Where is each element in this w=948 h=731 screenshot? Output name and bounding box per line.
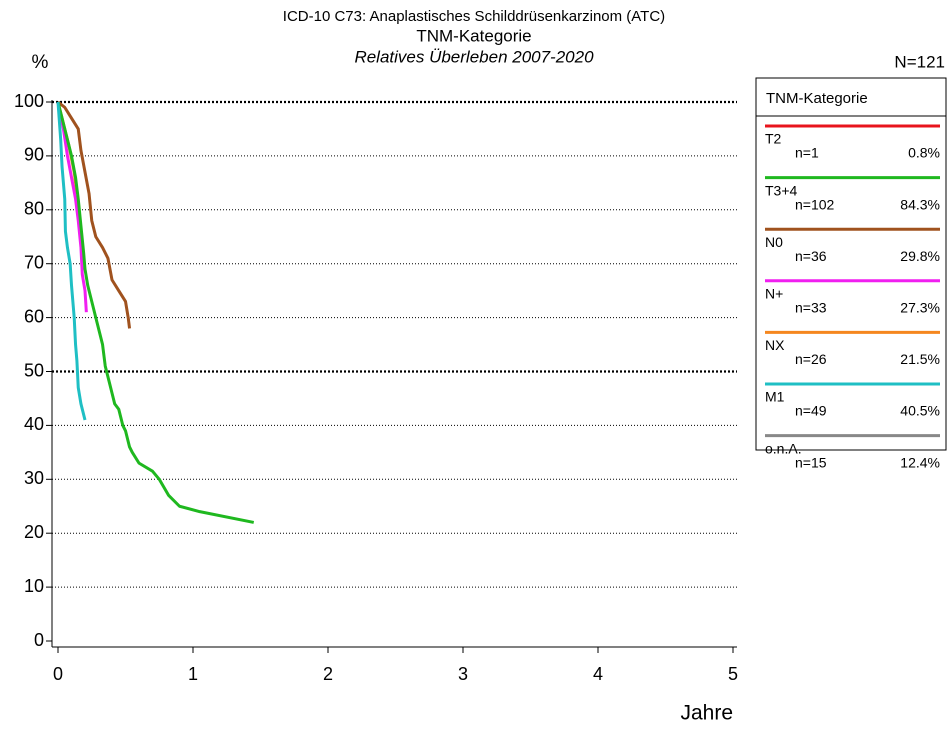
- legend-share: 29.8%: [900, 248, 940, 264]
- legend-share: 27.3%: [900, 300, 940, 316]
- x-axis-label: Jahre: [680, 702, 733, 725]
- legend-label: NX: [765, 337, 785, 353]
- legend-label: N0: [765, 234, 783, 250]
- x-tick-label: 2: [323, 664, 333, 684]
- legend-count: n=15: [795, 454, 827, 470]
- legend-share: 84.3%: [900, 196, 940, 212]
- x-tick-label: 4: [593, 664, 603, 684]
- y-tick-label: 60: [24, 306, 44, 326]
- y-tick-label: 50: [24, 360, 44, 380]
- y-tick-label: 100: [14, 91, 44, 111]
- legend-box: [755, 77, 947, 451]
- y-tick-label: 10: [24, 576, 44, 596]
- y-tick-label: 90: [24, 145, 44, 165]
- legend-count: n=1: [795, 145, 819, 161]
- legend-share: 12.4%: [900, 454, 940, 470]
- legend-share: 40.5%: [900, 403, 940, 419]
- legend-share: 0.8%: [908, 145, 940, 161]
- legend-title: TNM-Kategorie: [766, 90, 868, 107]
- y-tick-label: 30: [24, 468, 44, 488]
- legend-label: T2: [765, 131, 782, 147]
- survival-curve: [56, 101, 255, 524]
- y-tick-label: 70: [24, 252, 44, 272]
- survival-curve: [57, 100, 132, 329]
- x-tick-label: 3: [458, 664, 468, 684]
- chart-title: ICD-10 C73: Anaplastisches Schilddrüsenk…: [283, 8, 665, 25]
- x-tick-label: 5: [728, 664, 738, 684]
- y-tick-label: 0: [34, 630, 44, 650]
- y-tick-label: 20: [24, 522, 44, 542]
- legend-label: N+: [765, 286, 783, 302]
- legend-count: n=102: [795, 196, 835, 212]
- legend-share: 21.5%: [900, 351, 940, 367]
- chart-subtitle: Relatives Überleben 2007-2020: [354, 47, 594, 66]
- y-tick-label: 80: [24, 199, 44, 219]
- legend-count: n=36: [795, 248, 827, 264]
- legend-label: T3+4: [765, 182, 798, 198]
- legend-label: o.n.A.: [765, 440, 802, 456]
- x-tick-label: 1: [188, 664, 198, 684]
- y-axis-label: %: [32, 52, 49, 73]
- chart-subtitle: TNM-Kategorie: [416, 26, 531, 45]
- legend-count: n=33: [795, 300, 827, 316]
- survival-curve: [56, 101, 87, 421]
- legend-count: n=26: [795, 351, 827, 367]
- x-tick-label: 0: [53, 664, 63, 684]
- y-tick-label: 40: [24, 414, 44, 434]
- legend-label: M1: [765, 389, 785, 405]
- survival-curve: [56, 101, 88, 313]
- legend-count: n=49: [795, 403, 827, 419]
- total-count: N=121: [894, 52, 945, 71]
